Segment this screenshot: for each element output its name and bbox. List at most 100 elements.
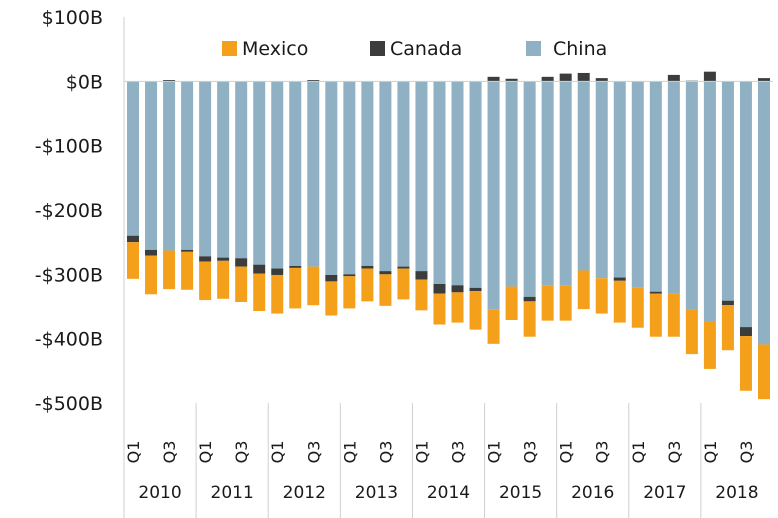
y-axis: $100B $0B -$100B -$200B -$300B -$400B -$500B	[35, 7, 125, 415]
bar-canada-2017-q2	[649, 291, 662, 294]
bar-china-2016-q1	[559, 81, 572, 286]
legend-label-canada: Canada	[390, 38, 462, 60]
bar-china-2012-q4	[325, 81, 338, 275]
bar-china-2011-q3	[235, 81, 248, 259]
legend-swatch-china	[526, 41, 541, 56]
bar-mexico-2012-q1	[271, 274, 284, 314]
y-tick-label: -$400B	[35, 329, 103, 351]
y-tick-label: -$300B	[35, 264, 103, 286]
bar-canada-2015-q2	[505, 78, 518, 82]
x-tick-label: Q1	[701, 441, 720, 464]
bar-canada-2012-q1	[271, 268, 284, 275]
bar-china-2016-q2	[577, 81, 590, 271]
bar-canada-2016-q1	[559, 73, 572, 82]
legend-label-mexico: Mexico	[242, 38, 308, 60]
bar-mexico-2011-q1	[199, 261, 212, 301]
bar-canada-2010-q1	[127, 235, 140, 243]
x-tick-label: Q3	[737, 441, 756, 464]
bar-mexico-2012-q3	[307, 266, 320, 306]
y-tick-label: $0B	[66, 71, 103, 93]
legend-label-china: China	[553, 38, 607, 60]
bar-canada-2011-q2	[217, 257, 230, 261]
x-tick-label: Q3	[232, 441, 251, 464]
x-tick-label: Q3	[376, 441, 395, 464]
x-tick-label: Q1	[412, 441, 431, 464]
bar-mexico-2013-q3	[379, 274, 392, 306]
bar-canada-2013-q3	[379, 271, 392, 275]
bar-china-2010-q3	[163, 81, 176, 251]
bar-mexico-2014-q1	[415, 279, 428, 311]
bar-canada-2015-q3	[523, 296, 536, 302]
bar-mexico-2010-q1	[127, 242, 140, 279]
bar-china-2013-q2	[361, 81, 374, 266]
x-axis: Q1 Q3 Q1 Q3 Q1 Q3 Q1 Q3 Q1 Q3 Q1 Q3 Q1 Q3 Q1 Q3 Q1 Q3 2010…	[123, 403, 759, 518]
bar-mexico-2015-q3	[523, 301, 536, 337]
bar-china-2018-q1	[703, 81, 716, 322]
bar-canada-2014-q4	[469, 287, 482, 292]
bar-mexico-2015-q1	[487, 309, 500, 344]
bar-mexico-2016-q1	[559, 285, 572, 321]
bar-mexico-2018-q4	[757, 344, 770, 400]
bar-mexico-2010-q2	[145, 255, 158, 295]
bar-china-2010-q2	[145, 81, 158, 250]
bar-mexico-2014-q3	[451, 292, 464, 323]
bar-canada-2014-q3	[451, 285, 464, 293]
bar-mexico-2016-q2	[577, 270, 590, 310]
year-label: 2010	[138, 483, 181, 503]
x-tick-label: Q1	[268, 441, 287, 464]
bar-canada-2016-q2	[577, 72, 590, 82]
bar-mexico-2010-q4	[181, 251, 194, 290]
bar-canada-2010-q3	[163, 80, 176, 82]
year-label: 2016	[571, 483, 614, 503]
bar-china-2012-q1	[271, 81, 284, 269]
bar-china-2015-q3	[523, 81, 536, 297]
bar-china-2013-q4	[397, 81, 410, 267]
bar-canada-2018-q3	[739, 327, 752, 337]
bar-mexico-2010-q3	[163, 250, 176, 290]
bar-canada-2018-q4	[757, 78, 770, 82]
bar-canada-2015-q4	[541, 76, 554, 82]
bar-china-2013-q3	[379, 81, 392, 272]
bar-canada-2010-q2	[145, 249, 158, 256]
bar-china-2014-q1	[415, 81, 428, 272]
x-tick-label: Q3	[521, 441, 540, 464]
bar-mexico-2017-q2	[649, 293, 662, 337]
bar-canada-2013-q2	[361, 265, 374, 269]
bar-china-2018-q4	[757, 81, 770, 345]
y-tick-label: -$100B	[35, 136, 103, 158]
bar-china-2015-q2	[505, 81, 518, 287]
bar-canada-2018-q2	[721, 300, 734, 306]
y-tick-label: -$200B	[35, 200, 103, 222]
bar-canada-2010-q4	[181, 249, 194, 252]
bar-series	[124, 71, 773, 400]
year-label: 2015	[499, 483, 542, 503]
legend-swatch-canada	[370, 41, 385, 56]
bar-china-2015-q4	[541, 81, 554, 286]
bar-canada-2011-q4	[253, 264, 266, 274]
bar-canada-2014-q2	[433, 283, 446, 294]
x-tick-label: Q1	[557, 441, 576, 464]
year-label: 2013	[355, 483, 398, 503]
bar-china-2011-q1	[199, 81, 212, 257]
x-tick-label: Q3	[593, 441, 612, 464]
legend-swatch-mexico	[222, 41, 237, 56]
year-label: 2018	[715, 483, 758, 503]
x-tick-label: Q1	[196, 441, 215, 464]
bar-mexico-2011-q3	[235, 266, 248, 302]
bar-china-2013-q1	[343, 81, 356, 275]
x-tick-label: Q3	[665, 441, 684, 464]
bar-canada-2016-q4	[613, 277, 626, 281]
bar-china-2014-q3	[451, 81, 464, 286]
year-label: 2011	[211, 483, 254, 503]
bar-mexico-2013-q1	[343, 276, 356, 309]
bar-china-2011-q2	[217, 81, 230, 258]
bar-china-2017-q3	[667, 81, 680, 294]
bar-canada-2017-q3	[667, 74, 680, 82]
x-tick-label: Q3	[304, 441, 323, 464]
bar-mexico-2015-q4	[541, 285, 554, 321]
bar-canada-2014-q1	[415, 271, 428, 280]
bar-canada-2016-q3	[595, 78, 608, 82]
bar-mexico-2017-q4	[685, 309, 698, 355]
x-tick-label: Q1	[124, 441, 143, 464]
year-label: 2014	[427, 483, 470, 503]
